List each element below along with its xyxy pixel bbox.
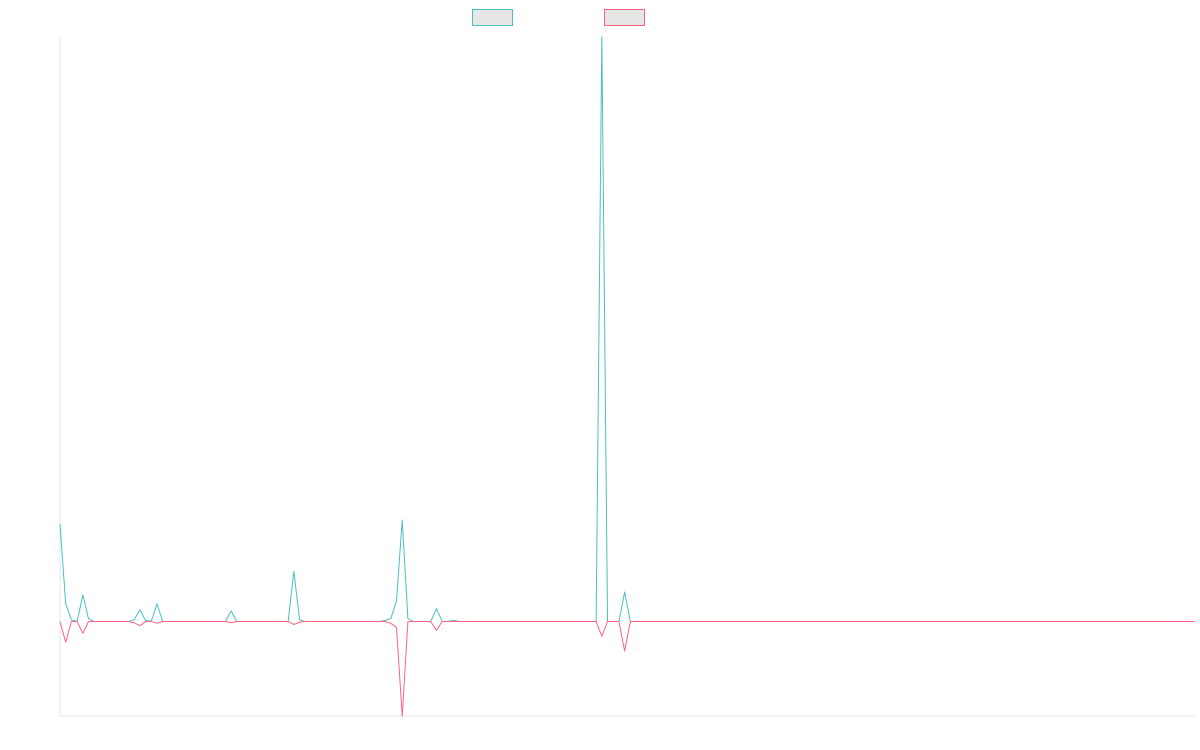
- axes: [59, 37, 1195, 717]
- series-layer: [59, 36, 1195, 717]
- series-line-2: [59, 621, 1195, 717]
- legend-swatch-2[interactable]: [604, 9, 645, 26]
- legend-swatch-1[interactable]: [472, 9, 513, 26]
- series-line-1: [59, 36, 1195, 623]
- legend: [472, 9, 645, 26]
